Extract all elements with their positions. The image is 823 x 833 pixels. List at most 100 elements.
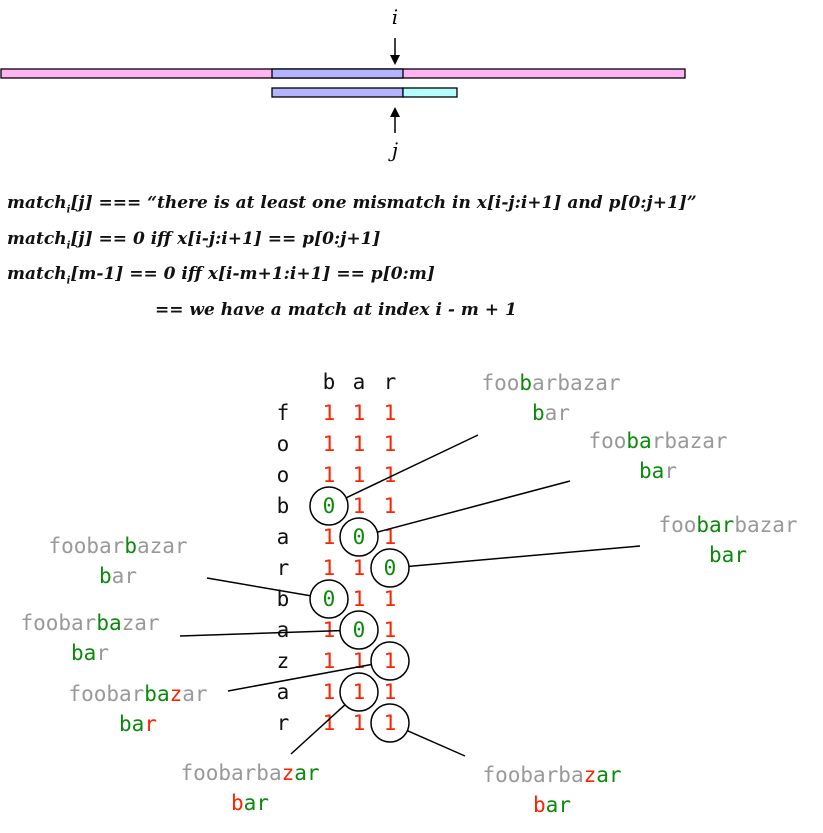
text-char: z — [277, 649, 290, 673]
matrix-cell: 1 — [323, 525, 336, 549]
leader-line — [377, 480, 571, 533]
matrix-cell: 0 — [353, 618, 366, 642]
matrix-cell: 1 — [323, 463, 336, 487]
matrix-cell: 1 — [384, 618, 397, 642]
text-char: b — [277, 587, 290, 611]
matrix-cell: 1 — [384, 587, 397, 611]
matrix-cell: 1 — [323, 649, 336, 673]
j-arrowhead — [390, 107, 400, 117]
callout-text: foobarbazar — [68, 682, 207, 706]
callout: foobarbazar bar — [588, 429, 727, 483]
highlight-circle — [309, 579, 349, 619]
callout-text: foobarbazar — [481, 371, 620, 395]
callout-pattern: bar — [99, 564, 137, 588]
i-label: i — [392, 5, 398, 29]
matrix-cell: 1 — [353, 680, 366, 704]
callouts: foobarbazarbarfoobarbazarbarfoobarbazarb… — [20, 371, 797, 817]
leader-line — [345, 434, 479, 499]
equation-4: == we have a match at index i - m + 1 — [155, 300, 517, 320]
matrix-cell: 1 — [384, 432, 397, 456]
callout-text: foobarbazar — [482, 763, 621, 787]
highlight-circle — [339, 610, 379, 650]
matrix-cell: 0 — [323, 587, 336, 611]
matrix-cell: 1 — [384, 680, 397, 704]
matrix-cell: 1 — [323, 618, 336, 642]
callout-pattern: bar — [71, 641, 109, 665]
highlight-circle — [339, 517, 379, 557]
matrix-cell: 1 — [384, 525, 397, 549]
matrix-cell: 1 — [353, 649, 366, 673]
callout-pattern: bar — [709, 543, 747, 567]
highlight-circle — [370, 703, 410, 743]
matrix-cell: 1 — [353, 587, 366, 611]
matrix-cell: 1 — [384, 401, 397, 425]
leader-line — [408, 545, 641, 568]
highlight-circle — [309, 486, 349, 526]
pattern-bar — [271, 87, 404, 98]
leader-line — [179, 629, 341, 637]
callout-text: foobarbazar — [658, 513, 797, 537]
pattern-char: a — [353, 370, 366, 394]
pattern-char: b — [323, 370, 336, 394]
callout: foobarbazar bar — [68, 682, 207, 736]
callout: foobarbazar bar — [482, 763, 621, 817]
text-char: o — [277, 463, 290, 487]
matrix-cell: 1 — [323, 680, 336, 704]
leader-line — [407, 729, 466, 757]
pattern-tail — [402, 87, 458, 98]
text-char: a — [277, 680, 290, 704]
callout-pattern: bar — [119, 712, 157, 736]
callout: foobarbazar bar — [658, 513, 797, 567]
callout: foobarbazar bar — [48, 534, 187, 588]
matrix-cell: 1 — [384, 649, 397, 673]
matrix-cell: 1 — [353, 711, 366, 735]
text-char: r — [277, 711, 290, 735]
matrix-cell: 1 — [384, 711, 397, 735]
callout-text: foobarbazar — [180, 761, 319, 785]
equation-3: matchi[m-1] == 0 iff x[i-m+1:i+1] == p[0… — [7, 264, 435, 287]
matrix-cell: 1 — [384, 463, 397, 487]
j-label: j — [388, 138, 398, 162]
matrix-cell: 1 — [323, 401, 336, 425]
pattern-char: r — [384, 370, 397, 394]
text-char: a — [277, 618, 290, 642]
callout-pattern: bar — [639, 459, 677, 483]
text-char: b — [277, 494, 290, 518]
matrix-cell: 1 — [353, 494, 366, 518]
callout-text: foobarbazar — [588, 429, 727, 453]
matrix-cell: 1 — [353, 401, 366, 425]
callout-pattern: bar — [231, 791, 269, 815]
callout-text: foobarbazar — [20, 611, 159, 635]
matrix-cell: 1 — [353, 463, 366, 487]
equation-2: matchi[j] == 0 iff x[i-j:i+1] == p[0:j+1… — [7, 229, 381, 252]
matrix-cell: 1 — [353, 556, 366, 580]
leader-lines — [179, 434, 641, 757]
text-window — [271, 68, 404, 79]
matrix-cell: 0 — [323, 494, 336, 518]
callout-pattern: bar — [532, 401, 570, 425]
highlight-circle — [370, 641, 410, 681]
matrix-cell: 1 — [323, 556, 336, 580]
highlight-circle — [370, 548, 410, 588]
text-char: o — [277, 432, 290, 456]
matrix-cell: 0 — [353, 525, 366, 549]
callout-pattern: bar — [533, 793, 571, 817]
matrix-cell: 1 — [353, 432, 366, 456]
leader-line — [227, 663, 372, 692]
callout-text: foobarbazar — [48, 534, 187, 558]
equation-1: matchi[j] === “there is at least one mis… — [7, 193, 697, 216]
callout: foobarbazar bar — [481, 371, 620, 425]
text-char: f — [277, 401, 290, 425]
i-arrowhead — [390, 55, 400, 65]
text-char: a — [277, 525, 290, 549]
matrix-cell: 1 — [384, 494, 397, 518]
matrix-cell: 0 — [384, 556, 397, 580]
leader-line — [290, 704, 346, 755]
matrix-cell: 1 — [323, 432, 336, 456]
leader-line — [206, 577, 311, 597]
highlight-circle — [339, 672, 379, 712]
text-char: r — [277, 556, 290, 580]
